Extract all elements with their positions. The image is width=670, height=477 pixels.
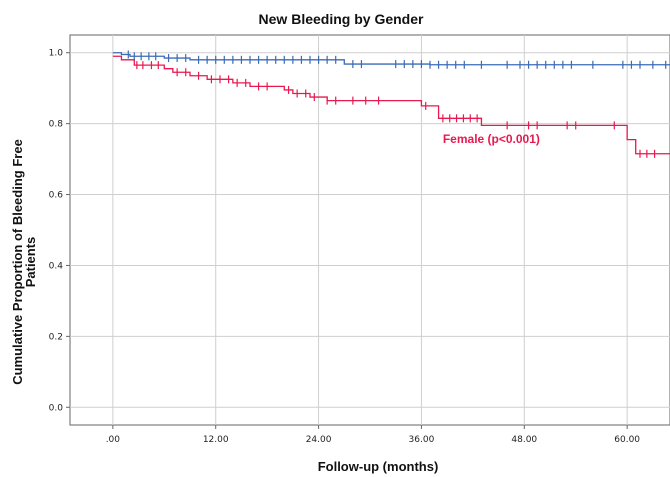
x-tick-label: 24.00 [306,435,332,445]
x-axis-label: Follow-up (months) [318,459,439,474]
y-tick-label: 0.4 [49,261,64,271]
x-tick-label: 48.00 [511,435,537,445]
plot-frame [69,34,670,426]
y-tick-label: 1.0 [49,49,64,59]
chart-title: New Bleeding by Gender [259,11,424,27]
y-tick-label: 0.8 [49,120,64,130]
y-axis-label-line1: Cumulative Proportion of Bleeding Free [10,139,25,385]
annotation-label: Female (p<0.001) [443,132,540,146]
y-tick-label: 0.6 [49,191,64,201]
series-2-group [112,55,670,158]
series-2-line [112,55,670,155]
series-1-line [112,52,670,66]
y-axis-label-line2: Patients [23,237,38,288]
plot-area: .00 12.00 24.00 36.00 48.00 60.00 0.0 0.2 0.4 0.6… [49,34,670,445]
x-tick-label: 60.00 [614,435,640,445]
y-tick-label: 0.2 [49,332,63,342]
series-1-group [112,50,670,69]
x-tick-label: 12.00 [203,435,229,445]
x-tick-label: 36.00 [409,435,435,445]
y-tick-label: 0.0 [49,403,64,413]
x-tick-label: .00 [106,435,121,445]
